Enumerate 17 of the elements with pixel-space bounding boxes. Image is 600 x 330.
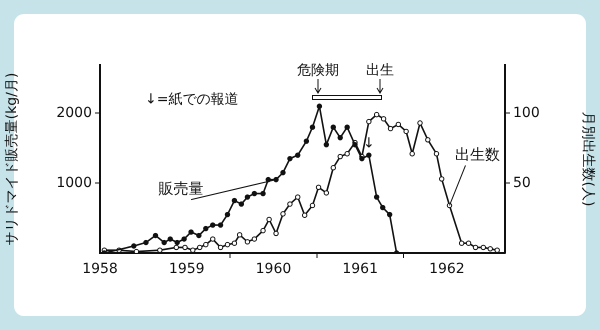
y-axis-title: サリドマイド販売量(kg/月) xyxy=(4,72,20,246)
x-tick-label: 1960 xyxy=(256,261,292,278)
annotation: 出生 xyxy=(366,62,394,79)
x-tick-label: 1958 xyxy=(82,261,118,278)
y-tick-label: 1000 xyxy=(56,174,92,191)
y2-axis-title: 月別出生数(人) xyxy=(580,112,596,206)
series-label: 出生数 xyxy=(454,145,500,164)
annotation: ↓=紙での報道 xyxy=(145,92,238,108)
series-label: 販売量 xyxy=(158,180,204,198)
y2-tick-label: 100 xyxy=(513,104,540,121)
annotation: ↓ xyxy=(362,136,375,152)
annotation: 危険期 xyxy=(297,62,339,79)
x-tick-label: 1959 xyxy=(168,261,205,278)
y-tick-label: 2000 xyxy=(56,104,92,121)
y2-tick-label: 50 xyxy=(513,174,531,191)
x-tick-label: 1962 xyxy=(429,261,465,278)
x-tick-label: 1961 xyxy=(342,261,378,278)
